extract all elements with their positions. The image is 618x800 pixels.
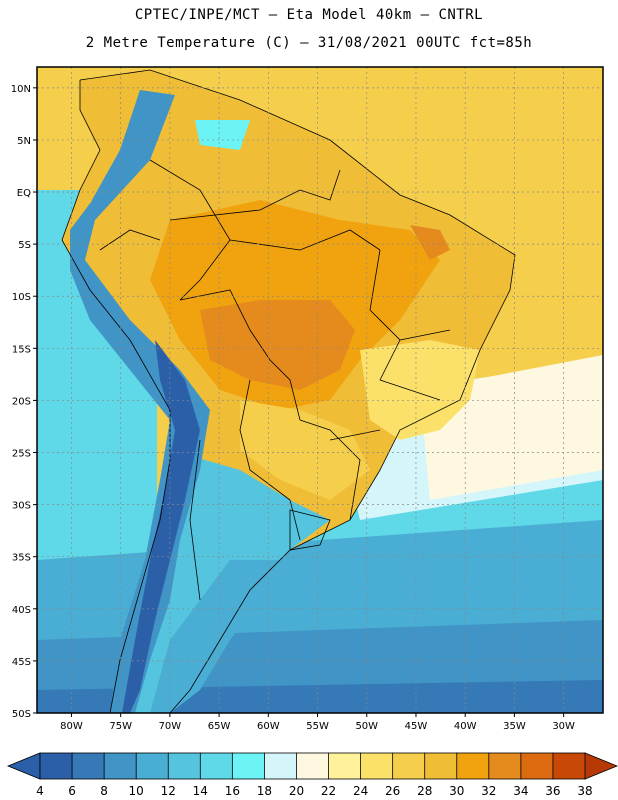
colorbar-swatch	[296, 752, 330, 780]
guiana-cool-patch	[195, 120, 250, 150]
chart-title: CPTEC/INPE/MCT – Eta Model 40km – CNTRL	[134, 7, 484, 23]
mato-grosso-hot-core	[200, 300, 355, 390]
colorbar-label: 24	[353, 784, 368, 798]
lon-tick-label: 35W	[503, 721, 526, 732]
lon-tick-label: 60W	[257, 721, 280, 732]
colorbar-label: 10	[129, 784, 144, 798]
lat-tick-label: 50S	[12, 709, 31, 720]
colorbar-swatch	[71, 752, 106, 780]
lon-tick-label: 45W	[405, 721, 428, 732]
colorbar-label: 36	[545, 784, 560, 798]
lat-tick-label: 20S	[12, 396, 31, 407]
colorbar-swatch	[392, 752, 426, 780]
map-frame	[36, 66, 604, 714]
parana-zone	[240, 400, 370, 500]
chart-subtitle: 2 Metre Temperature (C) – 31/08/2021 00U…	[85, 35, 533, 51]
colorbar-label: 38	[577, 784, 592, 798]
colorbar-swatch	[264, 752, 298, 780]
colorbar-swatch	[520, 752, 554, 780]
colorbar-high-arrow	[584, 752, 618, 780]
southeast-mild-zone	[360, 340, 480, 440]
latitude-axis: 10N 5N EQ 5S 10S 15S 20S 25S 30S 35S 40S 45S 50S	[11, 84, 37, 720]
colorbar-swatch	[231, 752, 266, 780]
colorbar-swatch	[167, 752, 202, 780]
colorbar-label: 32	[481, 784, 496, 798]
lat-tick-label: 30S	[12, 501, 31, 512]
lon-tick-label: 70W	[159, 721, 182, 732]
graticule	[37, 67, 603, 713]
colorbar-label: 26	[385, 784, 400, 798]
andes-cold-core	[122, 340, 200, 713]
colorbar-swatch	[135, 752, 170, 780]
lat-tick-label: 35S	[12, 553, 31, 564]
lon-tick-label: 40W	[454, 721, 477, 732]
colorbar-label: 4	[36, 784, 44, 798]
lat-tick-label: 25S	[12, 449, 31, 460]
lat-tick-label: 5S	[18, 240, 31, 251]
patagonia-land	[150, 560, 280, 713]
lat-tick-label: 5N	[17, 136, 31, 147]
colorbar-low-arrow	[6, 752, 41, 780]
colorbar-swatch	[552, 752, 586, 780]
colorbar-label: 30	[449, 784, 464, 798]
lat-tick-label: EQ	[17, 188, 31, 199]
lon-tick-label: 75W	[109, 721, 132, 732]
andes-cold-strip	[70, 90, 210, 713]
lat-tick-label: 45S	[12, 657, 31, 668]
map-field	[37, 67, 603, 713]
lat-tick-label: 15S	[12, 344, 31, 355]
longitude-axis: 80W 75W 70W 65W 60W 55W 50W 45W 40W 35W 30W	[60, 713, 575, 732]
colorbar-label: 12	[161, 784, 176, 798]
colorbar-swatch	[39, 752, 73, 780]
colorbar-swatch	[360, 752, 394, 780]
colorbar-swatch	[328, 752, 362, 780]
lon-tick-label: 65W	[208, 721, 231, 732]
colorbar-swatch	[103, 752, 138, 780]
lon-tick-label: 50W	[355, 721, 378, 732]
colorbar-swatch	[424, 752, 458, 780]
colorbar-label: 20	[289, 784, 304, 798]
lat-tick-label: 40S	[12, 605, 31, 616]
northeast-hot-spot	[410, 225, 450, 260]
lon-tick-label: 30W	[552, 721, 575, 732]
lat-tick-label: 10S	[12, 292, 31, 303]
colorbar-label: 8	[100, 784, 108, 798]
colorbar-label: 28	[417, 784, 432, 798]
country-borders	[61, 69, 516, 713]
colorbar-label: 16	[225, 784, 240, 798]
colorbar: 4 6 8 10 12 14 16 18 20 22 24 26 28 30 32 34 36 38	[6, 752, 618, 798]
colorbar-label: 22	[321, 784, 336, 798]
colorbar-swatch	[199, 752, 234, 780]
lon-tick-label: 80W	[60, 721, 83, 732]
colorbar-label: 14	[193, 784, 208, 798]
northern-andes-strip	[92, 105, 165, 210]
colorbar-swatch	[456, 752, 490, 780]
colorbar-label: 18	[257, 784, 272, 798]
colorbar-label: 6	[68, 784, 76, 798]
lon-tick-label: 55W	[306, 721, 329, 732]
colorbar-swatch	[488, 752, 522, 780]
colorbar-label: 34	[513, 784, 528, 798]
uruguay-outline	[289, 509, 331, 551]
lat-tick-label: 10N	[11, 84, 31, 95]
